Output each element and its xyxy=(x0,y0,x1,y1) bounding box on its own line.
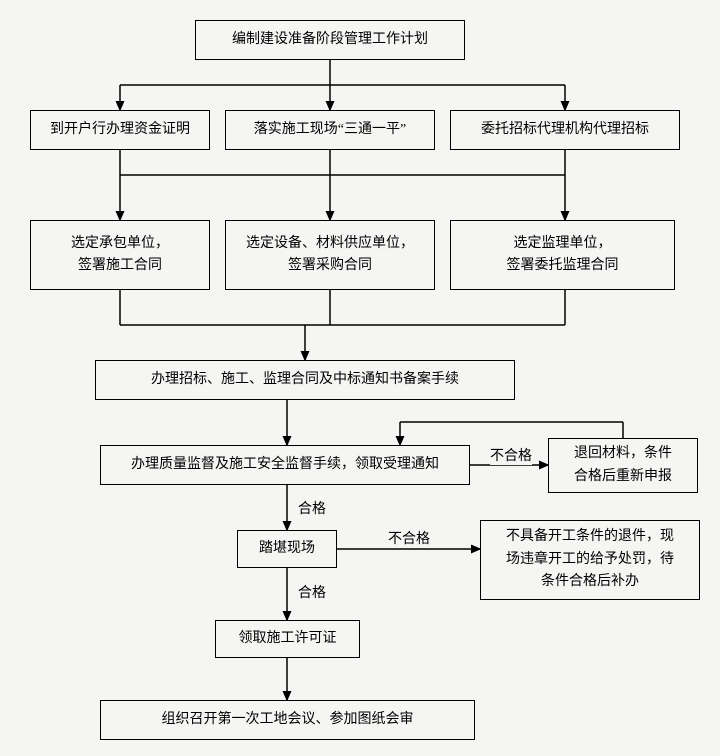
edge-label-23: 不合格 xyxy=(388,528,430,548)
edge-label-22: 合格 xyxy=(298,498,326,518)
flowchart-node-n4: 办理招标、施工、监理合同及中标通知书备案手续 xyxy=(95,360,515,400)
flowchart-node-n2a: 到开户行办理资金证明 xyxy=(30,110,210,150)
flowchart-node-n3a: 选定承包单位， 签署施工合同 xyxy=(30,220,210,290)
flowchart-node-n6: 踏堪现场 xyxy=(237,530,337,568)
flowchart-node-n5r: 退回材料，条件 合格后重新申报 xyxy=(548,438,698,493)
edge-label-18: 不合格 xyxy=(490,445,532,465)
flowchart-node-n7: 领取施工许可证 xyxy=(215,620,360,658)
flowchart-node-n1: 编制建设准备阶段管理工作计划 xyxy=(195,20,465,60)
flowchart-node-n3b: 选定设备、材料供应单位， 签署采购合同 xyxy=(225,220,435,290)
flowchart-node-n2b: 落实施工现场“三通一平” xyxy=(225,110,435,150)
flowchart-node-n8: 组织召开第一次工地会议、参加图纸会审 xyxy=(100,700,475,740)
flowchart-node-n6r: 不具备开工条件的退件，现 场违章开工的给予处罚，待 条件合格后补办 xyxy=(480,520,700,600)
flowchart-node-n2c: 委托招标代理机构代理招标 xyxy=(450,110,680,150)
edge-label-24: 合格 xyxy=(298,582,326,602)
flowchart-node-n3c: 选定监理单位， 签署委托监理合同 xyxy=(450,220,675,290)
flowchart-node-n5: 办理质量监督及施工安全监督手续，领取受理通知 xyxy=(100,445,470,485)
